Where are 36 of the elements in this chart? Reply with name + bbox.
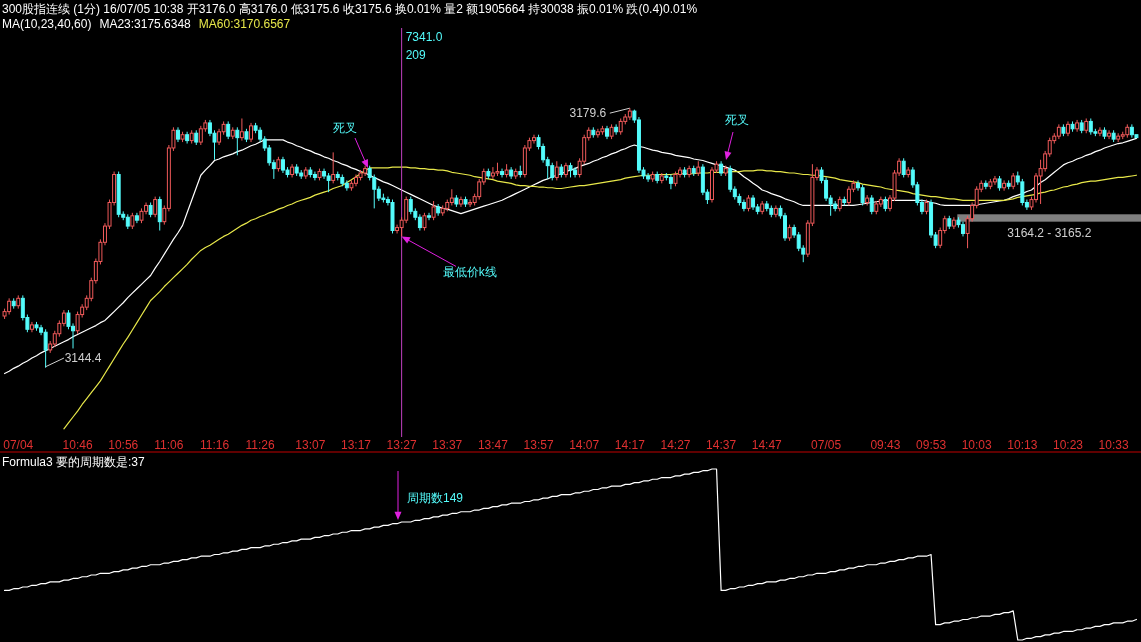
- x-tick-label: 10:33: [1098, 438, 1129, 452]
- x-tick-label: 13:07: [295, 438, 326, 452]
- x-tick-label: 14:37: [706, 438, 737, 452]
- annotation: 最低价k线: [442, 265, 497, 280]
- x-tick-label: 10:46: [62, 438, 93, 452]
- annotation: 死叉: [333, 121, 357, 135]
- chart-title: Formula3 要的周期数是:37: [2, 455, 146, 469]
- annotation: 7341.0: [405, 30, 443, 45]
- x-tick-label: 14:27: [660, 438, 691, 452]
- x-tick-label: 10:03: [961, 438, 993, 452]
- x-tick-label: 09:53: [916, 438, 947, 452]
- band-label: 3164.2 - 3165.2: [1007, 225, 1092, 240]
- x-tick-label: 13:27: [386, 438, 417, 452]
- x-tick-label: 11:06: [154, 438, 184, 452]
- x-tick-label: 11:16: [199, 438, 230, 452]
- x-tick-label: 07/05: [811, 438, 842, 452]
- annotation: 死叉: [725, 113, 749, 127]
- x-tick-label: 10:56: [108, 438, 139, 452]
- annotation: 3144.4: [64, 351, 102, 365]
- legend: MA(10,23,40,60) MA23:3175.6348 MA60:3170.6567: [2, 17, 291, 31]
- x-tick-label: 13:47: [477, 438, 509, 452]
- x-tick-label: 13:17: [340, 438, 372, 452]
- x-tick-label: 11:26: [245, 438, 276, 452]
- chart-title: 300股指连续 (1分) 16/07/05 10:38 开3176.0 高3176.0 低3175.6 收3175.6 换0.01% 量2 额1905664 持30038 振0.01% 跌(0.4)0.01%: [2, 2, 698, 16]
- x-tick-label: 14:17: [614, 438, 646, 452]
- annotation: 209: [405, 48, 426, 63]
- x-tick-label: 10:13: [1007, 438, 1038, 452]
- x-tick-label: 07/04: [3, 438, 34, 452]
- annotation: 3179.6: [569, 106, 607, 121]
- x-tick-label: 13:37: [432, 438, 463, 452]
- x-tick-label: 09:43: [870, 438, 901, 452]
- x-tick-label: 13:57: [523, 438, 554, 452]
- annotation: 周期数149: [407, 491, 464, 505]
- x-tick-label: 14:07: [569, 438, 600, 452]
- x-tick-label: 14:47: [751, 438, 783, 452]
- x-tick-label: 10:23: [1052, 438, 1084, 452]
